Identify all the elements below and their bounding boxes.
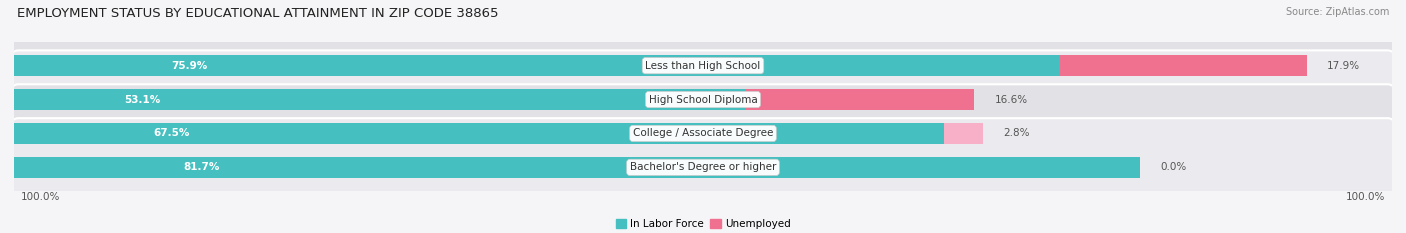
Text: 2.8%: 2.8% (1004, 128, 1029, 138)
Bar (1060, 55, 1306, 76)
Text: 16.6%: 16.6% (995, 95, 1028, 105)
Bar (14, 55, 1060, 76)
Bar (14, 157, 1140, 178)
Text: Bachelor's Degree or higher: Bachelor's Degree or higher (630, 162, 776, 172)
FancyBboxPatch shape (7, 84, 1399, 183)
Text: College / Associate Degree: College / Associate Degree (633, 128, 773, 138)
Text: 53.1%: 53.1% (124, 95, 160, 105)
Text: High School Diploma: High School Diploma (648, 95, 758, 105)
FancyBboxPatch shape (7, 17, 1399, 115)
FancyBboxPatch shape (7, 118, 1399, 216)
Legend: In Labor Force, Unemployed: In Labor Force, Unemployed (612, 215, 794, 233)
Text: 100.0%: 100.0% (21, 192, 60, 202)
Text: Less than High School: Less than High School (645, 61, 761, 71)
Bar (945, 123, 983, 144)
Bar (14, 89, 745, 110)
Text: 0.0%: 0.0% (1160, 162, 1187, 172)
Bar (745, 89, 974, 110)
Text: 67.5%: 67.5% (153, 128, 190, 138)
Text: 100.0%: 100.0% (1346, 192, 1385, 202)
Text: Source: ZipAtlas.com: Source: ZipAtlas.com (1285, 7, 1389, 17)
Text: EMPLOYMENT STATUS BY EDUCATIONAL ATTAINMENT IN ZIP CODE 38865: EMPLOYMENT STATUS BY EDUCATIONAL ATTAINM… (17, 7, 498, 20)
Text: 75.9%: 75.9% (172, 61, 207, 71)
Text: 17.9%: 17.9% (1327, 61, 1360, 71)
FancyBboxPatch shape (7, 50, 1399, 149)
Bar (14, 123, 945, 144)
Text: 81.7%: 81.7% (183, 162, 219, 172)
